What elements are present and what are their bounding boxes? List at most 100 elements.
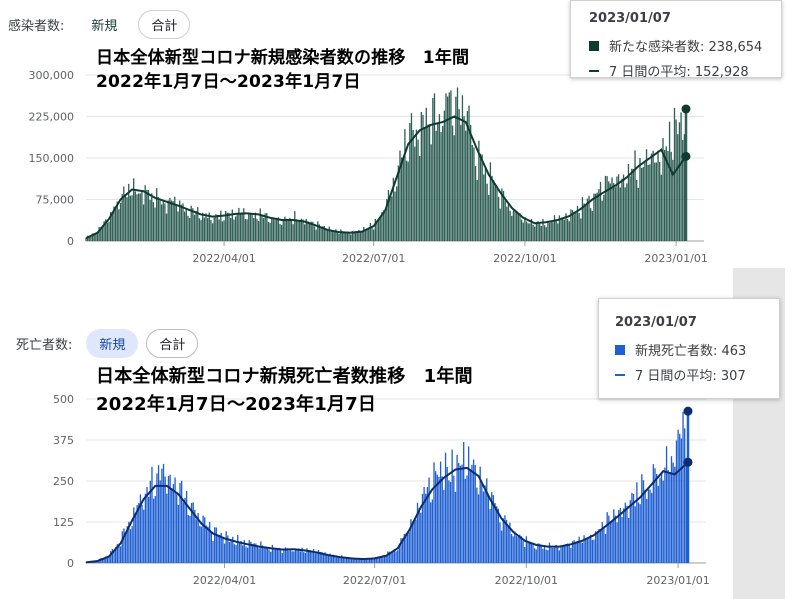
cases-bar [590,208,592,241]
cases-bar [415,129,418,241]
cases-bar [175,206,178,241]
deaths-filter-bar: 死亡者数: 新規 合計 [16,329,206,358]
deaths-bar [212,541,214,563]
cases-tooltip-avg-label: 7 日間の平均: 152,928 [609,65,749,80]
cases-bar [216,215,219,241]
cases-bar [670,151,672,241]
cases-bar [137,193,140,241]
deaths-bar [235,545,237,563]
cases-bar [124,194,127,241]
deaths-bar [446,466,448,563]
deaths-bar [545,549,547,563]
cases-bar [149,199,151,241]
deaths-bar [500,530,503,563]
deaths-bar [382,555,384,563]
cases-bar [382,210,385,241]
deaths-bar [588,538,590,563]
deaths-bar [552,547,554,563]
cases-bar [374,219,376,241]
deaths-bar [670,456,673,563]
cases-bar [200,220,202,241]
deaths-bar [397,550,399,563]
cases-chip-new[interactable]: 新規 [91,19,118,34]
cases-bar [483,174,485,241]
cases-bar [550,221,552,241]
cases-chip-total[interactable]: 合計 [138,10,191,39]
cases-bar [594,193,597,241]
deaths-bar [647,489,650,563]
cases-bar [361,231,363,241]
deaths-bar [652,464,655,563]
deaths-xtick-label: 2023/01/01 [646,574,709,587]
deaths-bar [207,526,209,563]
deaths-chip-new[interactable]: 新規 [86,329,139,358]
deaths-bar [354,558,356,563]
cases-bar [350,234,352,241]
cases-bar [118,209,120,241]
deaths-bar [578,536,580,563]
cases-bar [591,210,593,241]
deaths-bar [535,549,537,563]
deaths-bar [202,515,204,563]
cases-bar [613,183,615,241]
cases-bar [154,207,156,241]
deaths-xtick-label: 2022/10/01 [495,574,558,587]
deaths-bar [400,538,402,563]
cases-bar [519,213,521,241]
deaths-bar [557,547,559,563]
deaths-bar [106,555,109,563]
deaths-bar [593,539,595,563]
cases-bar [617,174,620,241]
cases-bar [639,158,641,241]
deaths-xtick-label: 2022/04/01 [193,574,256,587]
cases-bar [114,208,117,241]
cases-bar [331,230,334,241]
cases-bar [466,111,469,241]
cases-bar [359,231,362,241]
deaths-bar [491,492,493,563]
cases-bar [397,165,399,241]
cases-bar [501,188,503,241]
deaths-bar [430,502,432,563]
cases-bar [491,175,493,241]
deaths-bar [85,562,87,563]
deaths-bar [433,462,435,563]
deaths-bar [284,547,287,563]
deaths-bar [233,544,236,563]
deaths-chart: 0 125 250 375 500 2022/04/01 2022/07/01 2022/10… [53,393,710,587]
deaths-bar [319,552,321,563]
cases-bar [576,205,579,241]
cases-bar [289,217,291,241]
deaths-bar [660,472,663,563]
deaths-bar [136,505,138,563]
cases-bar [249,213,252,241]
cases-bar [126,197,128,241]
cases-bar [497,196,500,241]
deaths-chip-total[interactable]: 合計 [146,329,199,358]
deaths-bar [220,532,222,563]
deaths-bar [162,463,165,563]
cases-bar [622,174,625,241]
deaths-bar [324,552,326,563]
cases-bar [234,216,237,241]
deaths-bar [270,551,272,563]
cases-bar [93,233,95,241]
deaths-bar [301,547,303,563]
deaths-ytick-label: 250 [53,475,74,488]
deaths-bar [352,557,354,563]
cases-bar [335,229,337,241]
deaths-bar [471,464,473,563]
deaths-bar [251,543,254,563]
deaths-bar [519,534,521,563]
deaths-bar [121,531,123,563]
cases-bar [644,162,646,241]
deaths-bar [357,558,359,563]
deaths-bar [456,454,458,563]
deaths-bar [190,502,193,563]
deaths-bar [537,543,539,563]
cases-bar [282,219,284,241]
deaths-bar [613,509,615,563]
deaths-bar [260,541,262,563]
deaths-ytick-label: 375 [53,434,74,447]
deaths-bar [289,548,292,563]
